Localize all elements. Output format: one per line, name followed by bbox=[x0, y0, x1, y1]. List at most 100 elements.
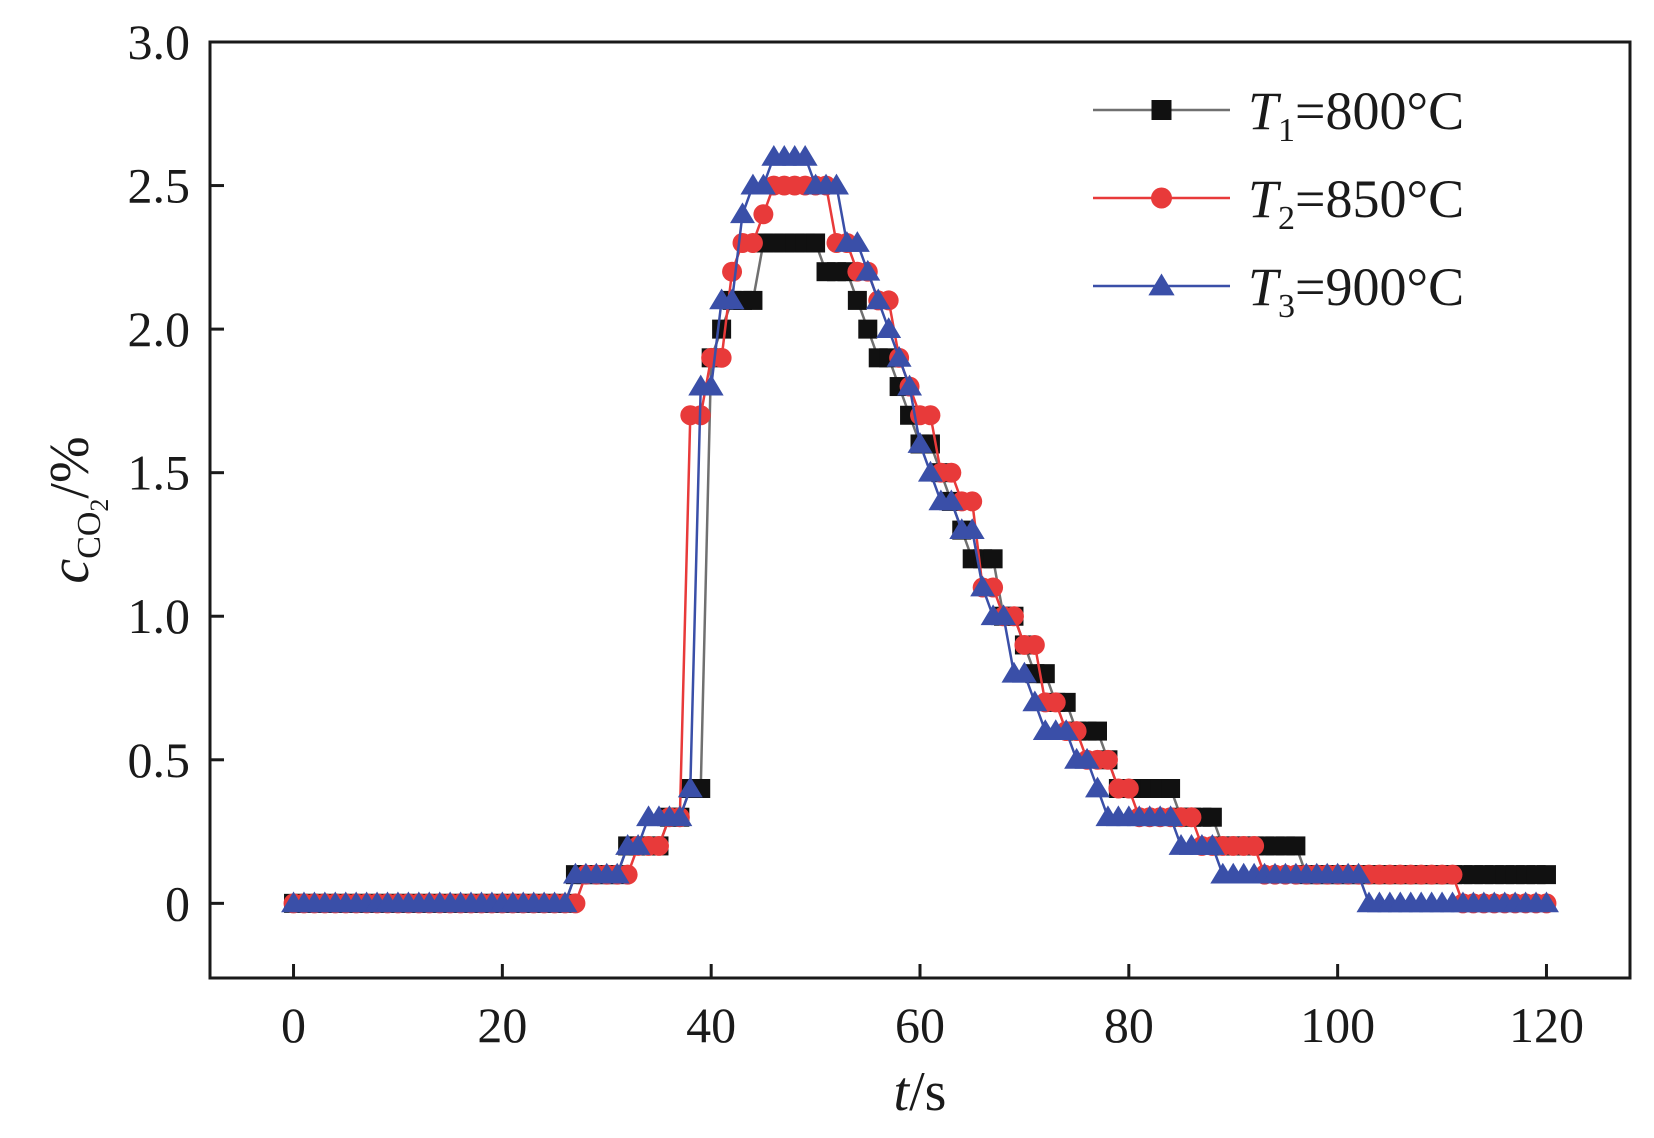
data-point bbox=[1053, 719, 1079, 740]
data-point bbox=[667, 805, 693, 827]
y-tick-label: 2.0 bbox=[128, 301, 191, 357]
x-axis-ticks: 0 20 40 60 80 100 120 bbox=[281, 964, 1584, 1053]
legend-label-rest: =850°C bbox=[1295, 169, 1464, 229]
data-point bbox=[844, 231, 870, 252]
data-point bbox=[1346, 862, 1371, 884]
data-point bbox=[1244, 835, 1265, 856]
series-layer bbox=[281, 144, 1559, 914]
data-point bbox=[858, 319, 878, 339]
x-tick-label: 100 bbox=[1300, 997, 1375, 1053]
legend: T1=800°CT2=850°CT3=900°C bbox=[1093, 81, 1464, 325]
data-point bbox=[959, 518, 985, 540]
y-tick-label: 0 bbox=[165, 875, 190, 931]
data-point bbox=[698, 374, 724, 396]
legend-marker bbox=[1148, 273, 1175, 296]
data-point bbox=[886, 345, 912, 367]
x-tick-label: 40 bbox=[686, 997, 736, 1053]
legend-label-sub: 3 bbox=[1278, 288, 1295, 325]
data-point bbox=[604, 862, 630, 884]
data-point bbox=[876, 317, 902, 339]
data-point bbox=[1097, 749, 1118, 770]
data-point bbox=[1286, 836, 1306, 856]
legend-item: T2=850°C bbox=[1093, 169, 1464, 237]
x-axis-label-var: t bbox=[894, 1061, 911, 1123]
y-tick-label: 1.0 bbox=[128, 588, 191, 644]
data-point bbox=[677, 776, 703, 798]
data-point bbox=[711, 347, 732, 368]
data-point bbox=[1024, 634, 1045, 655]
data-point bbox=[970, 575, 996, 597]
data-point bbox=[847, 290, 867, 310]
x-tick-label: 80 bbox=[1104, 997, 1154, 1053]
y-tick-label: 1.5 bbox=[128, 445, 191, 501]
legend-label: T2=850°C bbox=[1248, 169, 1464, 237]
data-point bbox=[1442, 864, 1463, 885]
data-point bbox=[983, 549, 1003, 569]
legend-label-rest: =900°C bbox=[1295, 257, 1464, 317]
y-axis-label-sub: CO bbox=[71, 512, 108, 559]
data-point bbox=[743, 290, 763, 310]
x-tick-label: 120 bbox=[1509, 997, 1584, 1053]
legend-item: T3=900°C bbox=[1093, 257, 1464, 325]
data-point bbox=[824, 173, 849, 195]
data-point bbox=[1011, 661, 1037, 683]
legend-marker bbox=[1151, 100, 1172, 120]
legend-label: T3=900°C bbox=[1248, 257, 1464, 325]
data-point bbox=[1088, 721, 1107, 741]
data-point bbox=[1158, 805, 1184, 827]
legend-label-sub: 2 bbox=[1278, 200, 1295, 237]
data-point bbox=[855, 259, 881, 281]
y-tick-label: 2.5 bbox=[128, 158, 191, 214]
data-point bbox=[625, 834, 651, 855]
legend-label-sub: 1 bbox=[1278, 112, 1295, 149]
x-tick-label: 20 bbox=[477, 997, 527, 1053]
y-tick-label: 0.5 bbox=[128, 732, 191, 788]
data-point bbox=[1161, 779, 1181, 799]
data-point bbox=[753, 204, 774, 225]
data-point bbox=[907, 432, 933, 453]
data-point bbox=[917, 460, 943, 482]
series-3 bbox=[281, 144, 1559, 913]
legend-label-var: T bbox=[1248, 257, 1282, 317]
data-point bbox=[1074, 747, 1100, 769]
data-point bbox=[722, 261, 743, 282]
data-point bbox=[792, 144, 818, 166]
data-point bbox=[712, 319, 732, 339]
legend-label: T1=800°C bbox=[1248, 81, 1464, 149]
data-point bbox=[648, 835, 669, 856]
data-point bbox=[938, 489, 964, 511]
x-axis-label: t/s bbox=[894, 1061, 947, 1123]
data-point bbox=[552, 891, 578, 913]
legend-label-rest: =800°C bbox=[1295, 81, 1464, 141]
y-axis-label-subsub: 2 bbox=[85, 499, 114, 512]
x-axis-label-unit: /s bbox=[909, 1061, 946, 1123]
legend-marker bbox=[1151, 187, 1172, 209]
y-axis-label: cCO2/% bbox=[39, 436, 114, 583]
data-point bbox=[1118, 778, 1139, 799]
data-point bbox=[920, 405, 941, 426]
data-point bbox=[719, 288, 745, 310]
data-point bbox=[1085, 776, 1110, 798]
x-tick-label: 60 bbox=[895, 997, 945, 1053]
data-point bbox=[865, 288, 891, 310]
data-point bbox=[806, 233, 826, 253]
data-point bbox=[1199, 834, 1225, 855]
data-point bbox=[1202, 807, 1222, 827]
y-axis-label-unit: /% bbox=[39, 436, 101, 498]
data-point bbox=[941, 462, 962, 483]
data-point bbox=[1045, 692, 1066, 713]
legend-label-var: T bbox=[1248, 169, 1282, 229]
data-point bbox=[730, 202, 755, 224]
data-point bbox=[1536, 865, 1556, 885]
legend-item: T1=800°C bbox=[1093, 81, 1464, 149]
data-point bbox=[897, 374, 923, 396]
y-tick-label: 3.0 bbox=[128, 14, 191, 70]
data-point bbox=[991, 604, 1016, 626]
y-axis-ticks: 0 0.5 1.0 1.5 2.0 2.5 3.0 bbox=[128, 14, 224, 931]
legend-label-var: T bbox=[1248, 81, 1282, 141]
y-axis-label-var: c bbox=[39, 559, 101, 584]
x-tick-label: 0 bbox=[281, 997, 306, 1053]
data-point bbox=[1534, 891, 1559, 913]
data-point bbox=[1022, 690, 1048, 712]
